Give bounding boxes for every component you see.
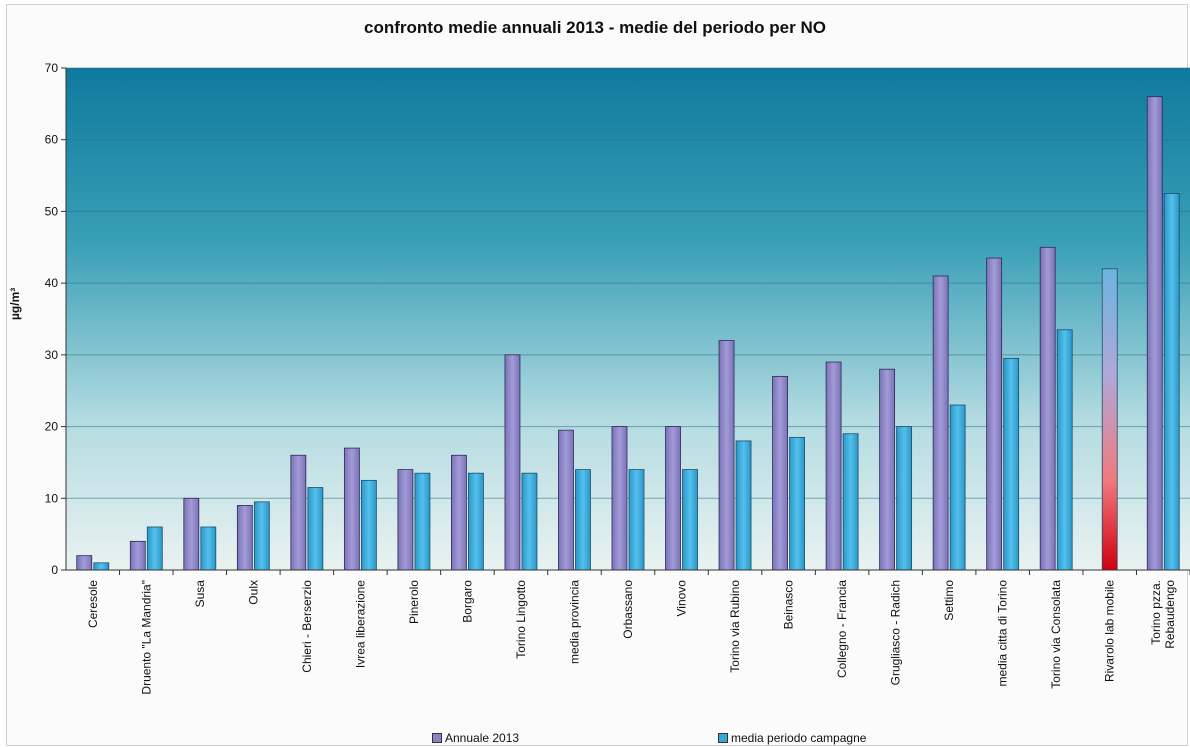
bar-media-periodo [468, 472, 484, 571]
y-tick-label: 10 [45, 491, 59, 505]
y-tick-label: 0 [51, 563, 58, 577]
x-tick-label: Torino via Rubino [728, 580, 742, 673]
x-tick-label: Vinovo [675, 580, 689, 617]
x-tick-label: Settimo [942, 580, 956, 621]
x-tick-label: Borgaro [460, 580, 474, 623]
bar-media-periodo [789, 436, 805, 571]
x-tick-label: Torino pzza. [1149, 580, 1163, 645]
bar-annuale-2013 [290, 454, 307, 571]
bar-media-periodo [949, 404, 966, 571]
bar-media-periodo [360, 479, 377, 571]
bar-annuale-2013 [451, 454, 467, 571]
bar-annuale-2013 [932, 275, 949, 571]
bar-annuale-2013 [343, 447, 360, 571]
bar-annuale-2013 [772, 375, 788, 571]
bar-media-periodo [842, 433, 859, 571]
x-tick-label: Chieri - Berserzio [300, 580, 314, 673]
x-tick-label: Beinasco [782, 580, 796, 630]
bar-media-periodo [414, 472, 431, 571]
bar-annuale-2013 [236, 505, 253, 571]
y-tick-label: 30 [45, 348, 59, 362]
x-tick-label: Rivarolo lab mobile [1103, 580, 1117, 682]
x-tick-label: Torino via Consolata [1049, 580, 1063, 689]
plot-area [66, 68, 1190, 570]
bar-media-periodo [896, 426, 913, 571]
legend-item-annuale: Annuale 2013 [432, 731, 519, 745]
y-tick-label: 60 [45, 133, 59, 147]
legend-label-media: media periodo campagne [731, 731, 867, 745]
bar-media-periodo [1101, 268, 1118, 571]
x-tick-label: Oulx [246, 580, 260, 605]
y-tick-label: 50 [45, 204, 59, 218]
bar-media-periodo [146, 526, 163, 571]
bar-annuale-2013 [397, 469, 414, 571]
chart-title: confronto medie annuali 2013 - medie del… [364, 18, 826, 37]
x-tick-label: Torino Lingotto [514, 580, 528, 659]
bar-media-periodo [253, 501, 270, 571]
legend-swatch-annuale [432, 733, 442, 743]
x-tick-label: Ivrea liberazione [353, 580, 367, 668]
bar-media-periodo [1003, 358, 1020, 571]
y-tick-label: 20 [45, 420, 59, 434]
bar-annuale-2013 [718, 340, 735, 571]
bar-media-periodo [682, 469, 698, 571]
bar-annuale-2013 [879, 368, 896, 571]
x-tick-label: Grugliasco - Radich [889, 580, 903, 685]
x-tick-label: Collegno - Francia [835, 580, 849, 678]
bar-media-periodo [575, 469, 591, 571]
bar-media-periodo [93, 562, 110, 571]
legend-swatch-media [718, 733, 728, 743]
bar-media-periodo [1056, 329, 1073, 571]
legend-label-annuale: Annuale 2013 [445, 731, 520, 745]
x-tick-label: Druento "La Mandria" [139, 580, 153, 695]
bar-annuale-2013 [504, 354, 521, 571]
bar-annuale-2013 [1039, 246, 1056, 571]
x-tick-label: Orbassano [621, 580, 635, 639]
x-tick-label: Susa [193, 580, 207, 608]
legend-item-media: media periodo campagne [718, 731, 866, 745]
x-tick-label: Pinerolo [407, 580, 421, 624]
x-tick-label: media provincia [567, 580, 581, 664]
bar-annuale-2013 [183, 497, 200, 571]
y-tick-label: 70 [45, 61, 59, 75]
bar-media-periodo [1163, 193, 1180, 571]
bar-media-periodo [735, 440, 752, 571]
bar-annuale-2013 [558, 429, 574, 571]
bar-media-periodo [200, 526, 217, 571]
bar-annuale-2013 [986, 257, 1003, 571]
x-tick-label: media citta di Torino [996, 580, 1010, 687]
bar-media-periodo [521, 472, 538, 571]
bar-media-periodo [307, 487, 324, 571]
bar-annuale-2013 [129, 540, 146, 571]
bar-annuale-2013 [1146, 96, 1163, 571]
bar-media-periodo [628, 469, 645, 571]
x-tick-label: Rebaudengo [1163, 580, 1177, 649]
bar-annuale-2013 [825, 361, 842, 571]
bar-annuale-2013 [76, 555, 93, 571]
y-tick-label: 40 [45, 276, 59, 290]
bar-annuale-2013 [611, 426, 628, 571]
bar-annuale-2013 [665, 426, 681, 571]
x-tick-label: Ceresole [86, 580, 100, 628]
